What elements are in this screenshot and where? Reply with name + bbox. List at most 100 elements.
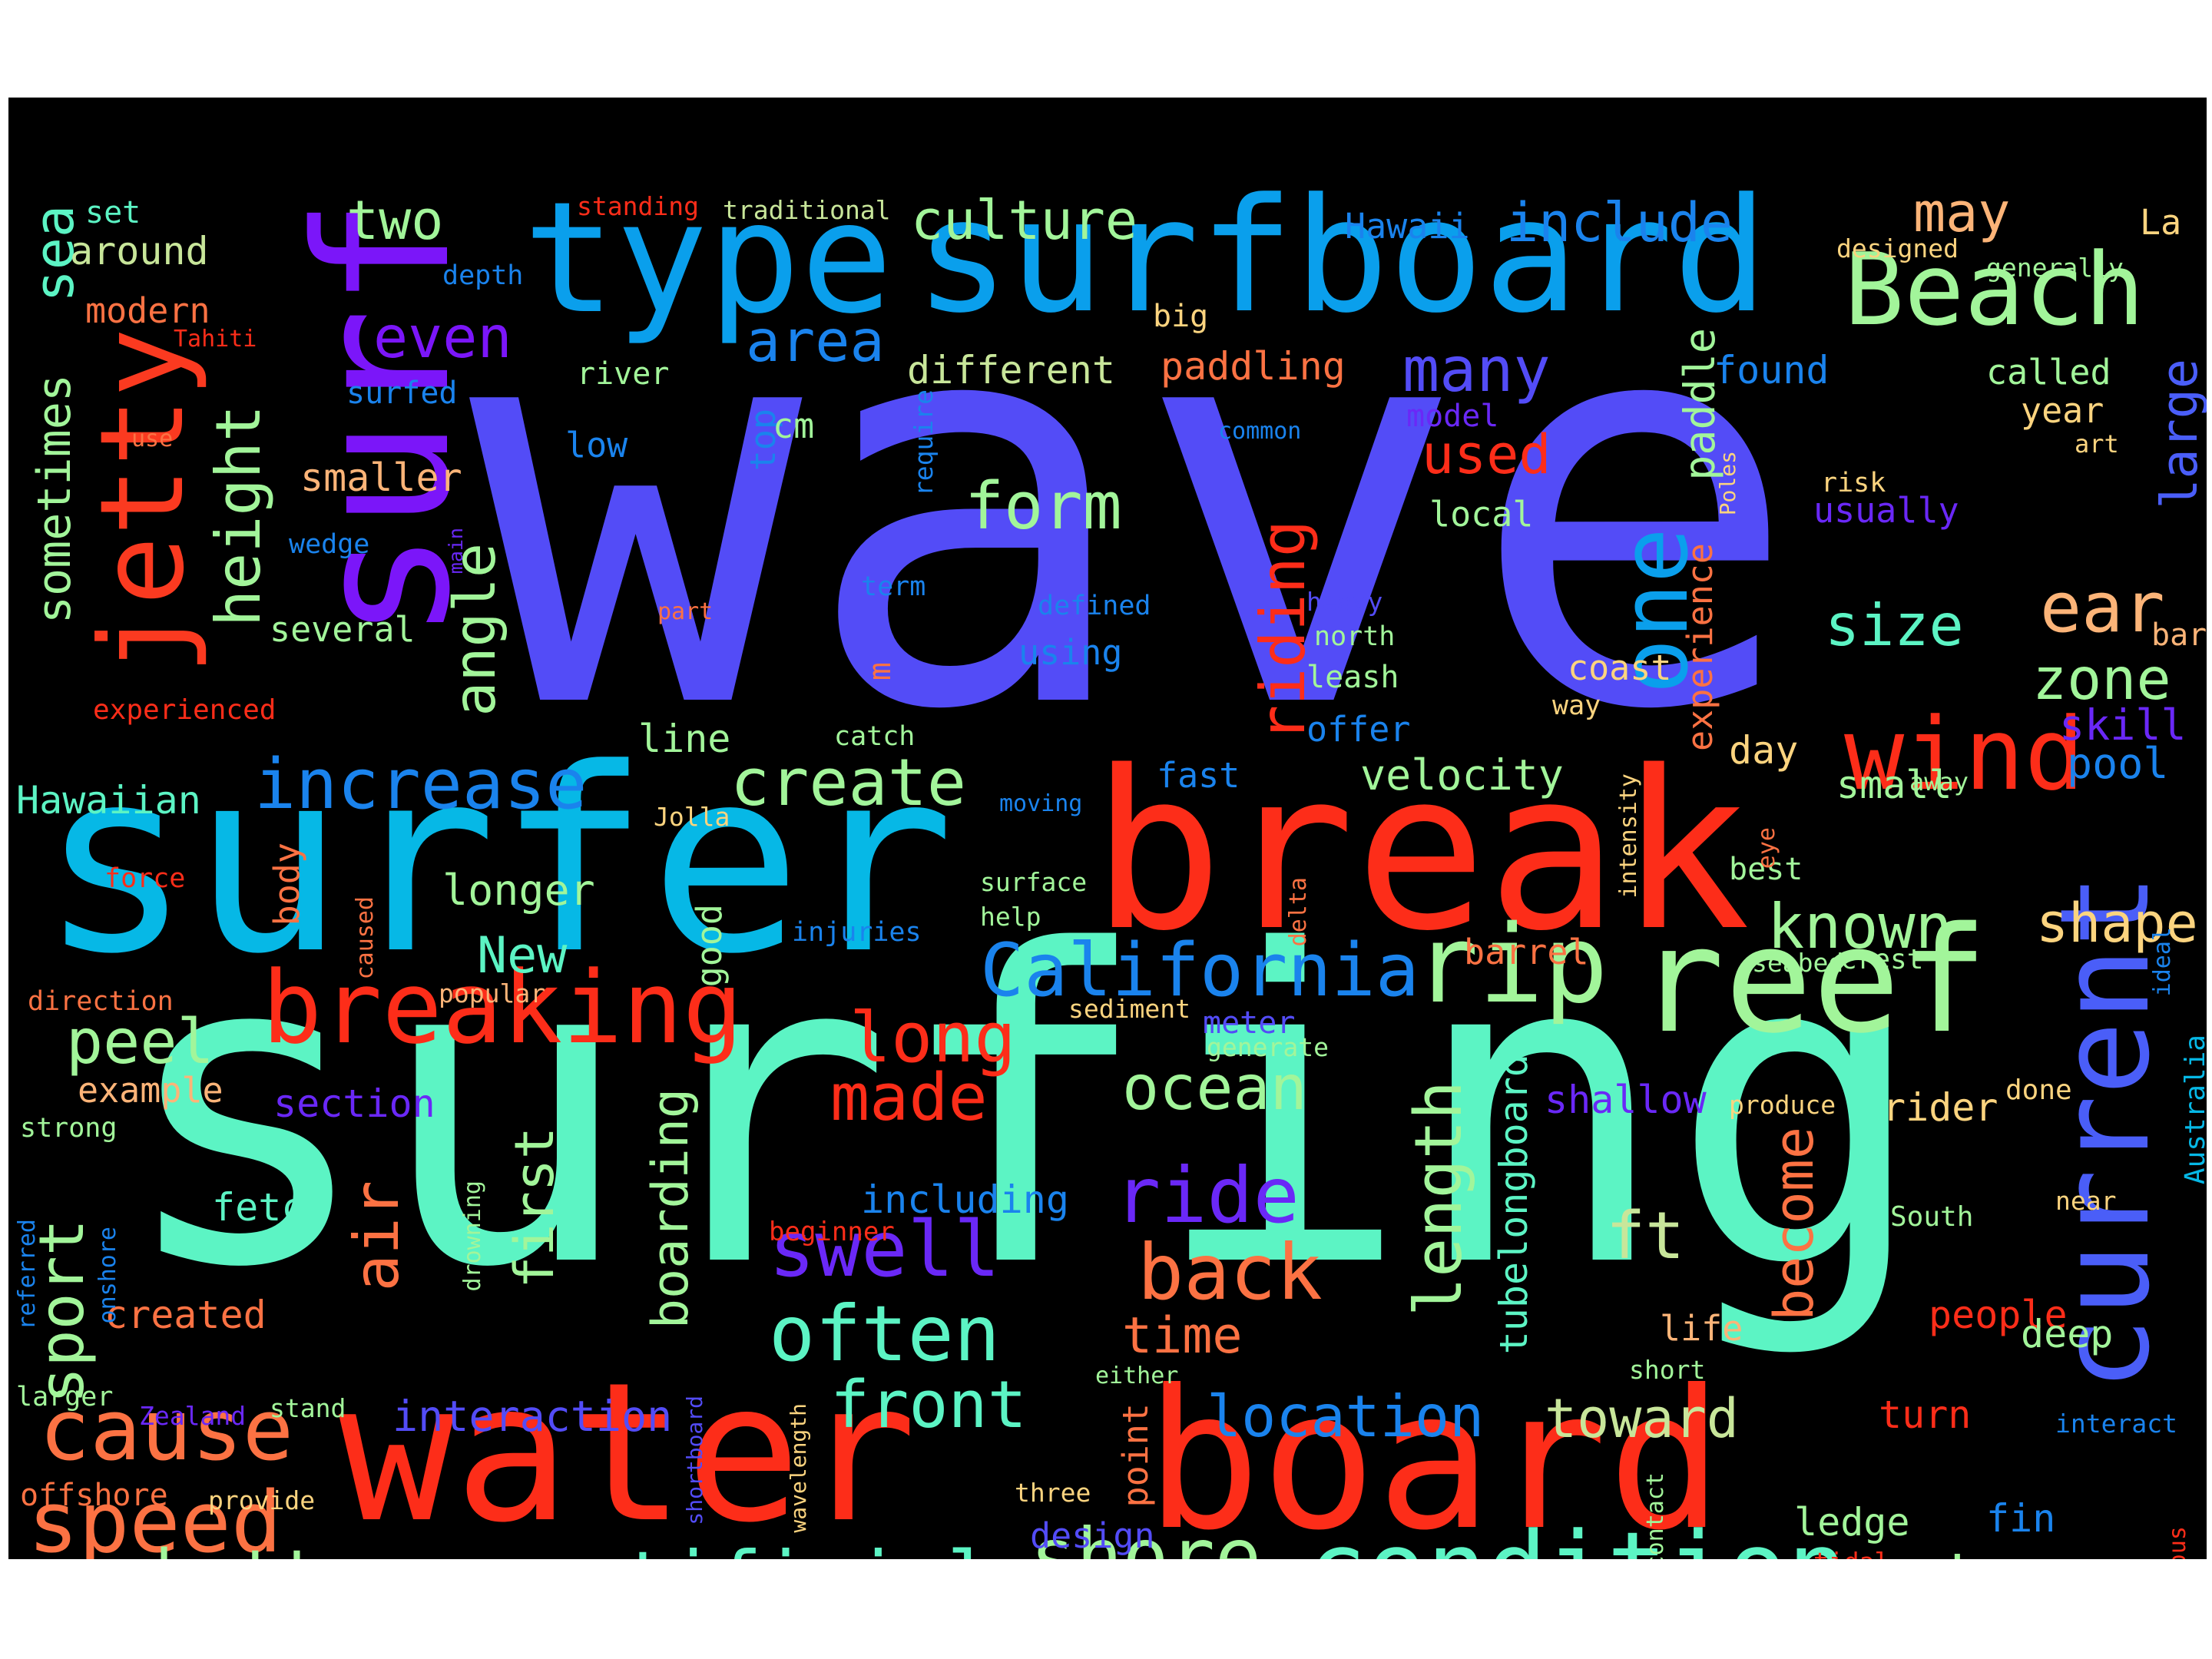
- word-modern: modern: [85, 290, 210, 331]
- word-created: created: [104, 1293, 267, 1337]
- word-ft: ft: [1606, 1198, 1685, 1274]
- word-good: good: [689, 904, 730, 988]
- word-new: New: [477, 927, 568, 985]
- word-breaking: breaking: [262, 949, 743, 1066]
- word-depth: depth: [442, 260, 524, 291]
- word-california: California: [980, 929, 1419, 1013]
- word-experienced: experienced: [93, 694, 276, 726]
- word-larger: larger: [16, 1382, 114, 1412]
- word-use: use: [131, 426, 174, 452]
- word-m: m: [863, 662, 898, 681]
- word-smaller: smaller: [300, 455, 462, 500]
- word-different: different: [907, 348, 1115, 392]
- word-offshore: offshore: [20, 1478, 168, 1513]
- word-way: way: [1552, 690, 1601, 721]
- word-velocity: velocity: [1360, 750, 1564, 800]
- word-north: north: [1314, 621, 1396, 652]
- word-form: form: [965, 469, 1122, 545]
- word-set: set: [85, 195, 141, 230]
- word-body: body: [267, 843, 307, 926]
- word-deep: deep: [2021, 1312, 2114, 1356]
- word-boarding: boarding: [642, 1088, 700, 1330]
- word-small: small: [1836, 763, 1952, 807]
- word-speed: speed: [28, 1473, 283, 1559]
- word-delta: delta: [1285, 877, 1312, 947]
- word-jolla: Jolla: [654, 802, 730, 832]
- word-australia: Australia: [2180, 1035, 2207, 1185]
- word-year: year: [2021, 390, 2104, 431]
- word-day: day: [1729, 728, 1799, 773]
- word-zone: zone: [2032, 645, 2171, 713]
- word-length: length: [1401, 1081, 1477, 1317]
- word-away: away: [1909, 767, 1969, 796]
- word-around: around: [70, 229, 209, 273]
- word-location: location: [1207, 1382, 1485, 1450]
- word-back: back: [1137, 1227, 1323, 1317]
- word-pool: pool: [2067, 739, 2169, 788]
- word-water: water: [339, 1341, 917, 1559]
- word-produce: produce: [1729, 1090, 1836, 1120]
- word-risk: risk: [1821, 468, 1886, 498]
- word-surfing: surfing: [116, 861, 1929, 1362]
- word-found: found: [1714, 348, 1830, 392]
- word-several: several: [270, 609, 416, 650]
- word-swell: swell: [769, 1204, 1001, 1294]
- word-many: many: [1402, 334, 1551, 406]
- word-direction: direction: [28, 986, 174, 1017]
- word-local: local: [1429, 494, 1534, 535]
- word-either: either: [1095, 1363, 1179, 1389]
- word-moving: moving: [999, 790, 1083, 817]
- word-fin: fin: [1986, 1496, 2056, 1541]
- word-known: known: [1767, 891, 1952, 962]
- word-surface: surface: [980, 867, 1088, 897]
- word-hawaii: Hawaii: [1345, 206, 1470, 247]
- word-big: big: [1153, 299, 1209, 334]
- word-first: first: [503, 1127, 566, 1289]
- word-shortboard: shortboard: [682, 1396, 707, 1525]
- word-surfboard: surfboard: [915, 165, 1768, 348]
- word-made: made: [830, 1060, 988, 1136]
- word-life: life: [1660, 1308, 1743, 1349]
- word-height: height: [203, 405, 274, 627]
- word-tidal: tidal: [1813, 1549, 1889, 1559]
- word-condition: condition: [1306, 1518, 1847, 1559]
- word-riding: riding: [1247, 520, 1319, 742]
- word-section: section: [273, 1081, 435, 1126]
- word-catch: catch: [834, 721, 916, 752]
- word-help: help: [980, 902, 1041, 932]
- word-increase: increase: [254, 744, 588, 825]
- word-may: may: [1913, 181, 2011, 244]
- word-paddling: paddling: [1161, 344, 1346, 389]
- word-term: term: [861, 571, 926, 602]
- word-long: long: [849, 998, 1016, 1078]
- word-require: require: [909, 389, 939, 497]
- word-become: become: [1763, 1127, 1826, 1321]
- word-fetch: fetch: [212, 1185, 328, 1230]
- word-generate: generate: [1207, 1032, 1329, 1062]
- word-sport: sport: [26, 1219, 98, 1404]
- word-sometimes: sometimes: [28, 374, 81, 624]
- word-rip: rip: [1414, 902, 1608, 1028]
- word-stand: stand: [270, 1393, 346, 1423]
- word-longer: longer: [442, 866, 595, 915]
- word-cloud: wave surfing surfer break water board surfboar…: [8, 98, 2207, 1559]
- word-rider: rider: [1883, 1085, 1998, 1130]
- word-area: area: [746, 307, 885, 375]
- word-make: make: [1879, 1549, 2018, 1560]
- word-best: best: [1729, 852, 1803, 887]
- word-force: force: [104, 863, 186, 894]
- word-ledge: ledge: [1794, 1500, 1910, 1545]
- word-type: type: [523, 169, 893, 348]
- word-air: air: [341, 1181, 412, 1292]
- word-poles: Poles: [1715, 451, 1740, 516]
- word-hawaiian: Hawaiian: [16, 778, 201, 823]
- word-various: various: [2164, 1526, 2191, 1559]
- word-ear: ear: [2040, 568, 2165, 648]
- word-turn: turn: [1879, 1392, 1972, 1437]
- word-main: main: [445, 528, 467, 575]
- word-peel: peel: [66, 1006, 214, 1078]
- word-ideal: ideal: [2149, 927, 2176, 997]
- word-tahiti: Tahiti: [174, 326, 257, 353]
- word-provide: provide: [208, 1485, 316, 1515]
- word-break: break: [1091, 724, 1750, 979]
